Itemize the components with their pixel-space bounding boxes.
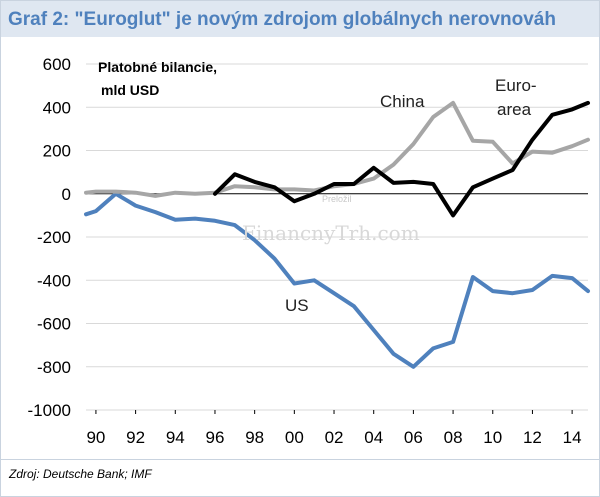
y-axis-tick-labels: 600 400 200 0 -200 -400 -600 -800 -1000: [28, 55, 71, 420]
y-tick-label: -400: [37, 271, 71, 290]
x-tick-label: 90: [86, 428, 105, 447]
x-tick-label: 94: [166, 428, 185, 447]
x-tick-label: 98: [245, 428, 264, 447]
x-tick-label: 92: [126, 428, 145, 447]
y-tick-label: -1000: [28, 401, 71, 420]
y-tick-label: -200: [37, 228, 71, 247]
units-label-line-1: Platobné bilancie,: [98, 59, 217, 75]
series-label-euro-area-line-2: area: [497, 100, 532, 119]
y-tick-label: -800: [37, 358, 71, 377]
y-tick-label: 600: [43, 55, 71, 74]
series-label-us: US: [285, 296, 309, 315]
x-tick-label: 00: [285, 428, 304, 447]
source-divider: [0, 459, 600, 460]
watermark: FinancnyTrh.com: [242, 221, 420, 245]
y-tick-label: 200: [43, 142, 71, 161]
title-bar: Graf 2: "Euroglut" je novým zdrojom glob…: [1, 1, 599, 37]
y-tick-label: -600: [37, 315, 71, 334]
y-tick-label: 400: [43, 98, 71, 117]
line-chart: 600 400 200 0 -200 -400 -600 -800 -1000 90 92 94 96…: [28, 55, 590, 447]
x-tick-label: 14: [563, 428, 582, 447]
x-axis-tick-labels: 90 92 94 96 98 00 02 04 06 08 10 12 14: [86, 410, 582, 447]
series-line-euro-area: [213, 100, 590, 218]
x-tick-label: 08: [444, 428, 463, 447]
x-tick-label: 06: [404, 428, 423, 447]
x-tick-label: 04: [364, 428, 383, 447]
x-tick-label: 12: [523, 428, 542, 447]
series-line-us: [84, 191, 590, 369]
x-tick-label: 02: [325, 428, 344, 447]
y-tick-label: 0: [62, 185, 71, 204]
units-label-line-2: mld USD: [101, 82, 159, 98]
watermark-overlay: Preložil: [322, 194, 352, 204]
x-tick-label: 96: [206, 428, 225, 447]
x-tick-label: 10: [483, 428, 502, 447]
series-lines: [84, 100, 590, 369]
chart-title: Graf 2: "Euroglut" je novým zdrojom glob…: [8, 9, 556, 30]
source-note: Zdroj: Deutsche Bank; IMF: [9, 467, 152, 481]
series-label-china: China: [380, 92, 425, 111]
series-label-euro-area-line-1: Euro-: [495, 76, 537, 95]
